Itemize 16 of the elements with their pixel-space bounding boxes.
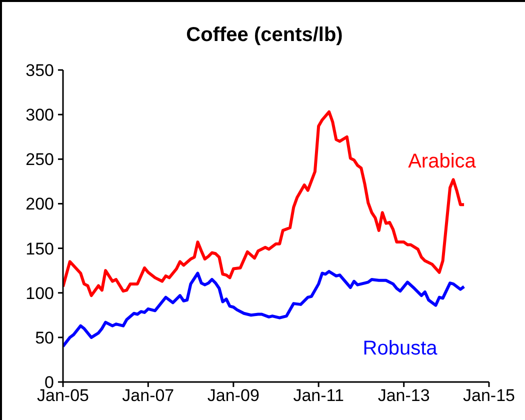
x-tick-label: Jan-13	[378, 386, 430, 406]
x-tick-label: Jan-11	[293, 386, 344, 406]
y-tick-label: 50	[35, 328, 54, 348]
x-tick-label: Jan-09	[207, 386, 260, 406]
y-tick-label: 150	[26, 239, 54, 258]
y-tick-label: 350	[26, 61, 54, 80]
y-tick-label: 200	[26, 194, 54, 214]
series-label: Arabica	[408, 150, 476, 174]
y-tick-label: 250	[26, 150, 54, 170]
y-tick-label: 300	[26, 106, 54, 125]
y-tick-label: 0	[44, 373, 54, 392]
series-label: Robusta	[362, 338, 438, 360]
x-tick-label: Jan-15	[463, 386, 515, 406]
x-tick-label: Jan-07	[122, 386, 174, 406]
chart-title: Coffee (cents/lb)	[185, 24, 344, 47]
y-tick-label: 100	[26, 284, 54, 303]
